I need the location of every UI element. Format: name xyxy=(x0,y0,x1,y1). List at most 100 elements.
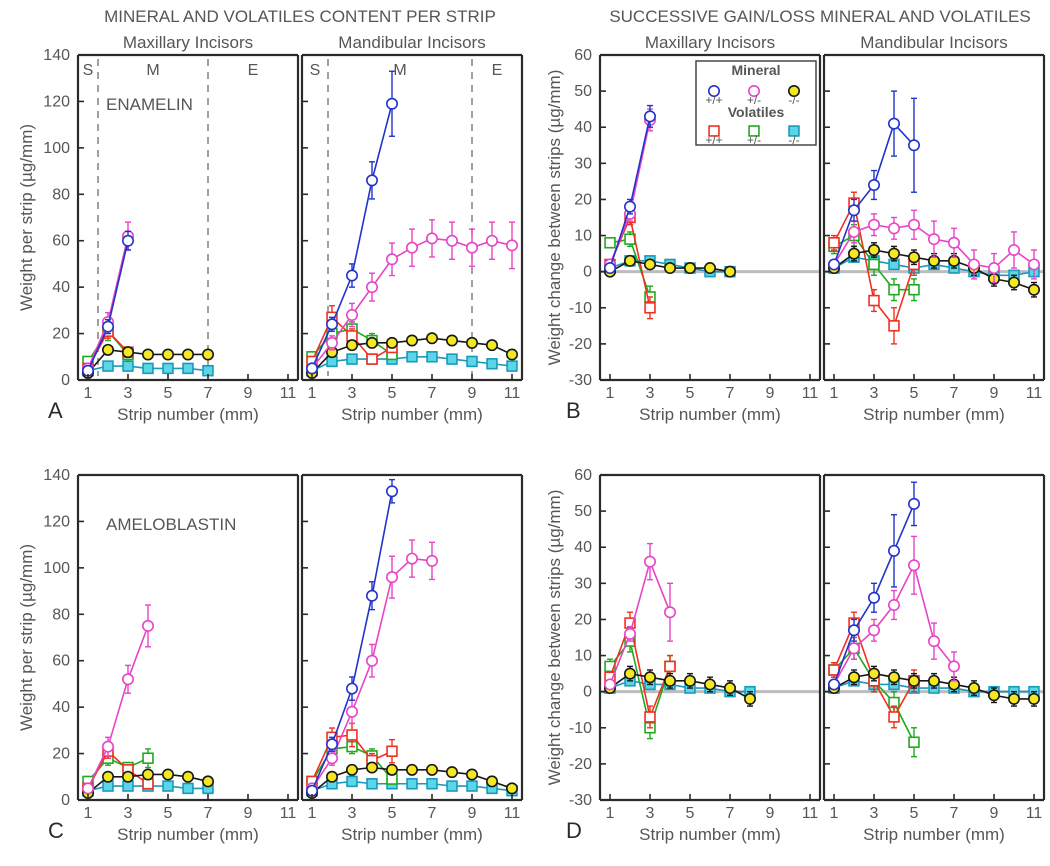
svg-text:80: 80 xyxy=(52,606,70,623)
svg-text:M: M xyxy=(393,62,406,79)
svg-text:S: S xyxy=(83,62,94,79)
svg-text:20: 20 xyxy=(52,746,70,763)
svg-text:9: 9 xyxy=(244,805,253,822)
svg-text:5: 5 xyxy=(164,385,173,402)
svg-text:D: D xyxy=(566,818,582,843)
svg-text:9: 9 xyxy=(990,385,999,402)
svg-text:11: 11 xyxy=(504,385,521,402)
svg-text:Strip number (mm): Strip number (mm) xyxy=(863,405,1005,424)
svg-text:9: 9 xyxy=(990,805,999,822)
svg-text:80: 80 xyxy=(52,186,70,203)
svg-text:-30: -30 xyxy=(569,372,592,389)
svg-text:3: 3 xyxy=(348,805,357,822)
svg-text:3: 3 xyxy=(348,385,357,402)
svg-text:Mandibular Incisors: Mandibular Incisors xyxy=(860,33,1007,52)
svg-text:3: 3 xyxy=(124,385,133,402)
svg-text:A: A xyxy=(48,398,63,423)
svg-text:100: 100 xyxy=(43,560,70,577)
svg-text:M: M xyxy=(146,62,159,79)
svg-text:0: 0 xyxy=(61,372,70,389)
svg-text:9: 9 xyxy=(468,805,477,822)
svg-text:30: 30 xyxy=(574,155,592,172)
svg-text:S: S xyxy=(310,62,321,79)
svg-text:+/+: +/+ xyxy=(705,93,722,107)
panel-C2 xyxy=(302,475,522,800)
svg-text:B: B xyxy=(566,398,581,423)
svg-text:11: 11 xyxy=(280,805,297,822)
svg-text:Maxillary Incisors: Maxillary Incisors xyxy=(645,33,775,52)
svg-text:11: 11 xyxy=(802,805,819,822)
svg-text:60: 60 xyxy=(574,467,592,484)
svg-text:Weight change between strips (: Weight change between strips (µg/mm) xyxy=(545,490,564,786)
svg-text:11: 11 xyxy=(280,385,297,402)
svg-text:-10: -10 xyxy=(569,720,592,737)
svg-text:C: C xyxy=(48,818,64,843)
svg-text:-/-: -/- xyxy=(788,93,799,107)
svg-text:Weight per strip (µg/mm): Weight per strip (µg/mm) xyxy=(17,544,36,731)
svg-text:5: 5 xyxy=(910,385,919,402)
svg-text:-30: -30 xyxy=(569,792,592,809)
svg-text:ENAMELIN: ENAMELIN xyxy=(106,95,193,114)
svg-text:-20: -20 xyxy=(569,336,592,353)
svg-text:7: 7 xyxy=(726,385,735,402)
svg-text:5: 5 xyxy=(388,385,397,402)
svg-text:-10: -10 xyxy=(569,300,592,317)
svg-text:1: 1 xyxy=(830,385,839,402)
svg-text:Mandibular Incisors: Mandibular Incisors xyxy=(338,33,485,52)
svg-text:3: 3 xyxy=(870,805,879,822)
svg-text:Strip number (mm): Strip number (mm) xyxy=(639,405,781,424)
svg-text:1: 1 xyxy=(84,385,93,402)
svg-text:140: 140 xyxy=(43,467,70,484)
svg-text:120: 120 xyxy=(43,513,70,530)
svg-text:11: 11 xyxy=(802,385,819,402)
svg-text:7: 7 xyxy=(428,805,437,822)
svg-text:Mineral: Mineral xyxy=(731,62,780,78)
svg-text:0: 0 xyxy=(61,792,70,809)
svg-text:5: 5 xyxy=(164,805,173,822)
svg-text:20: 20 xyxy=(574,611,592,628)
svg-text:-20: -20 xyxy=(569,756,592,773)
svg-text:3: 3 xyxy=(124,805,133,822)
svg-text:7: 7 xyxy=(950,385,959,402)
svg-text:1: 1 xyxy=(830,805,839,822)
svg-text:50: 50 xyxy=(574,503,592,520)
svg-text:40: 40 xyxy=(52,279,70,296)
svg-text:Maxillary Incisors: Maxillary Incisors xyxy=(123,33,253,52)
svg-text:20: 20 xyxy=(52,326,70,343)
svg-text:40: 40 xyxy=(52,699,70,716)
svg-text:+/+: +/+ xyxy=(705,133,722,147)
svg-text:3: 3 xyxy=(646,385,655,402)
svg-text:1: 1 xyxy=(308,805,317,822)
svg-text:11: 11 xyxy=(504,805,521,822)
svg-text:10: 10 xyxy=(574,228,592,245)
svg-text:MINERAL AND VOLATILES CONTENT: MINERAL AND VOLATILES CONTENT PER STRIP xyxy=(104,7,496,26)
svg-text:9: 9 xyxy=(766,385,775,402)
svg-text:40: 40 xyxy=(574,119,592,136)
svg-text:60: 60 xyxy=(52,653,70,670)
svg-text:Strip number (mm): Strip number (mm) xyxy=(117,825,259,844)
svg-text:Weight per strip (µg/mm): Weight per strip (µg/mm) xyxy=(17,124,36,311)
panel-A2 xyxy=(302,55,522,380)
svg-text:5: 5 xyxy=(686,385,695,402)
svg-text:11: 11 xyxy=(1026,385,1043,402)
panel-D1 xyxy=(600,475,820,800)
panel-D2 xyxy=(824,475,1044,800)
svg-text:100: 100 xyxy=(43,140,70,157)
svg-text:120: 120 xyxy=(43,93,70,110)
svg-text:40: 40 xyxy=(574,539,592,556)
svg-text:60: 60 xyxy=(52,233,70,250)
svg-text:Weight change between strips (: Weight change between strips (µg/mm) xyxy=(545,70,564,366)
svg-text:Strip number (mm): Strip number (mm) xyxy=(341,825,483,844)
svg-text:60: 60 xyxy=(574,47,592,64)
svg-text:0: 0 xyxy=(583,684,592,701)
svg-text:7: 7 xyxy=(950,805,959,822)
svg-text:9: 9 xyxy=(244,385,253,402)
svg-text:E: E xyxy=(248,62,259,79)
svg-text:1: 1 xyxy=(308,385,317,402)
svg-text:AMELOBLASTIN: AMELOBLASTIN xyxy=(106,515,236,534)
svg-text:-/-: -/- xyxy=(788,133,799,147)
svg-text:+/-: +/- xyxy=(747,133,761,147)
svg-text:1: 1 xyxy=(606,385,615,402)
svg-text:5: 5 xyxy=(686,805,695,822)
svg-text:Strip number (mm): Strip number (mm) xyxy=(639,825,781,844)
